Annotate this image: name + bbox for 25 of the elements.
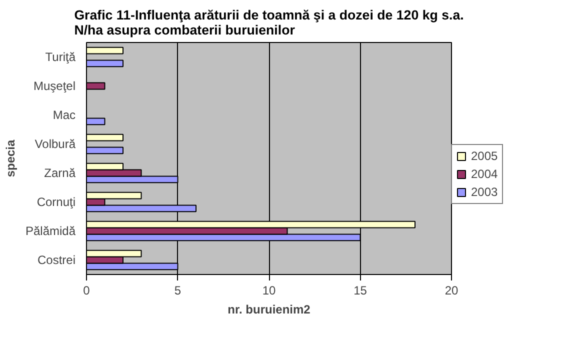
chart-title: Grafic 11-Influenţa arăturii de toamnă şi a dozei de 120 kg s.a. N/ha asupra combaterii buruienilor xyxy=(74,8,464,38)
legend-label: 2003 xyxy=(471,185,498,199)
legend-label: 2004 xyxy=(471,167,498,181)
x-axis-title: nr. buruienim2 xyxy=(228,302,311,316)
y-tick-label: Zarnă xyxy=(44,166,76,180)
bar xyxy=(86,82,106,90)
y-tick-label: Turiţă xyxy=(45,50,76,64)
x-tick-label: 10 xyxy=(262,284,276,298)
bar xyxy=(86,146,124,154)
bar xyxy=(86,134,124,142)
legend-label: 2005 xyxy=(471,149,498,163)
y-tick-label: Costrei xyxy=(37,253,76,267)
y-tick-label: Volbură xyxy=(34,137,76,151)
bar xyxy=(86,118,106,126)
bar xyxy=(86,46,124,54)
x-tick-label: 20 xyxy=(444,284,458,298)
y-tick-label: Muşeţel xyxy=(33,79,76,93)
y-axis-title: specia xyxy=(3,139,18,178)
x-tick-label: 5 xyxy=(174,284,182,298)
bar xyxy=(86,60,124,68)
y-tick-label: Pălămidă xyxy=(25,224,76,238)
y-tick-label: Mac xyxy=(52,108,76,122)
x-tick-label: 15 xyxy=(354,284,368,298)
y-tick-label: Cornuţi xyxy=(36,195,76,209)
x-tick-label: 0 xyxy=(83,284,90,298)
